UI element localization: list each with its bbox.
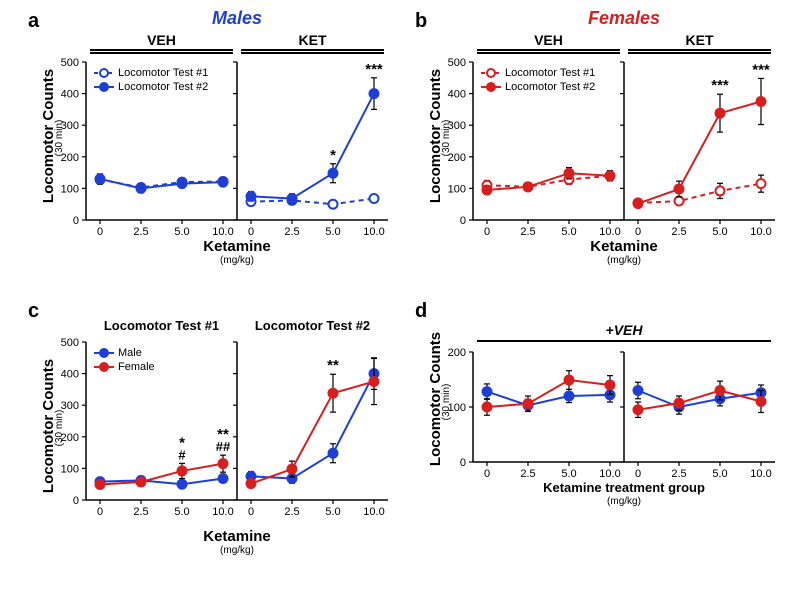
svg-text:**: ** [327, 357, 339, 374]
svg-text:100: 100 [61, 183, 79, 195]
svg-text:2.5: 2.5 [284, 226, 299, 238]
legend: Locomotor Test #1 Locomotor Test #2 [94, 66, 208, 94]
legend-label: Locomotor Test #2 [505, 81, 595, 93]
svg-text:10.0: 10.0 [212, 506, 233, 518]
legend-label: Locomotor Test #2 [118, 81, 208, 93]
svg-text:500: 500 [61, 337, 79, 349]
svg-text:400: 400 [61, 89, 79, 101]
svg-text:400: 400 [61, 369, 79, 381]
svg-text:200: 200 [448, 152, 466, 164]
svg-text:200: 200 [61, 152, 79, 164]
panel-a: aMalesVEHKETLocomotor Counts(30 min)Keta… [28, 10, 398, 270]
svg-text:0: 0 [460, 457, 466, 469]
svg-text:***: *** [365, 61, 383, 78]
svg-text:100: 100 [61, 463, 79, 475]
svg-text:2.5: 2.5 [133, 226, 148, 238]
legend-label: Locomotor Test #1 [118, 67, 208, 79]
svg-text:*: * [179, 434, 185, 451]
svg-text:5.0: 5.0 [174, 506, 189, 518]
svg-text:500: 500 [61, 57, 79, 69]
svg-text:5.0: 5.0 [712, 226, 727, 238]
svg-text:5.0: 5.0 [712, 468, 727, 480]
svg-text:*: * [330, 147, 336, 164]
svg-text:**: ** [217, 426, 229, 443]
svg-text:200: 200 [448, 347, 466, 359]
legend-label: Male [118, 347, 142, 359]
legend-label: Locomotor Test #1 [505, 67, 595, 79]
svg-text:2.5: 2.5 [133, 506, 148, 518]
figure-root: aMalesVEHKETLocomotor Counts(30 min)Keta… [0, 0, 800, 589]
svg-text:10.0: 10.0 [599, 226, 620, 238]
svg-text:0: 0 [635, 468, 641, 480]
svg-text:10.0: 10.0 [363, 226, 384, 238]
svg-text:5.0: 5.0 [325, 226, 340, 238]
svg-text:10.0: 10.0 [750, 468, 771, 480]
svg-text:2.5: 2.5 [671, 468, 686, 480]
svg-text:200: 200 [61, 432, 79, 444]
svg-text:5.0: 5.0 [561, 226, 576, 238]
svg-text:10.0: 10.0 [212, 226, 233, 238]
panel-b: bFemalesVEHKETLocomotor Counts(30 min)Ke… [415, 10, 785, 270]
svg-text:0: 0 [97, 506, 103, 518]
svg-text:5.0: 5.0 [174, 226, 189, 238]
legend-label: Female [118, 361, 155, 373]
svg-text:500: 500 [448, 57, 466, 69]
svg-text:2.5: 2.5 [671, 226, 686, 238]
svg-text:5.0: 5.0 [325, 506, 340, 518]
svg-text:300: 300 [61, 400, 79, 412]
svg-text:0: 0 [73, 215, 79, 227]
svg-text:0: 0 [460, 215, 466, 227]
legend: Male Female [94, 346, 155, 374]
svg-text:100: 100 [448, 183, 466, 195]
svg-text:300: 300 [448, 120, 466, 132]
svg-text:0: 0 [635, 226, 641, 238]
svg-text:0: 0 [248, 226, 254, 238]
svg-text:10.0: 10.0 [363, 506, 384, 518]
svg-text:2.5: 2.5 [284, 506, 299, 518]
panel-d: d+VEHLocomotor Counts(30 min)Ketamine tr… [415, 300, 785, 560]
svg-text:100: 100 [448, 402, 466, 414]
legend: Locomotor Test #1 Locomotor Test #2 [481, 66, 595, 94]
svg-text:300: 300 [61, 120, 79, 132]
svg-text:***: *** [752, 61, 770, 78]
svg-text:10.0: 10.0 [599, 468, 620, 480]
svg-text:400: 400 [448, 89, 466, 101]
svg-text:***: *** [711, 77, 729, 94]
svg-text:0: 0 [484, 468, 490, 480]
svg-text:0: 0 [248, 506, 254, 518]
panel-c: cLocomotor Test #1Locomotor Test #2Locom… [28, 300, 398, 560]
svg-text:0: 0 [97, 226, 103, 238]
svg-text:2.5: 2.5 [520, 468, 535, 480]
svg-text:10.0: 10.0 [750, 226, 771, 238]
svg-text:0: 0 [73, 495, 79, 507]
svg-text:0: 0 [484, 226, 490, 238]
svg-text:2.5: 2.5 [520, 226, 535, 238]
svg-text:5.0: 5.0 [561, 468, 576, 480]
